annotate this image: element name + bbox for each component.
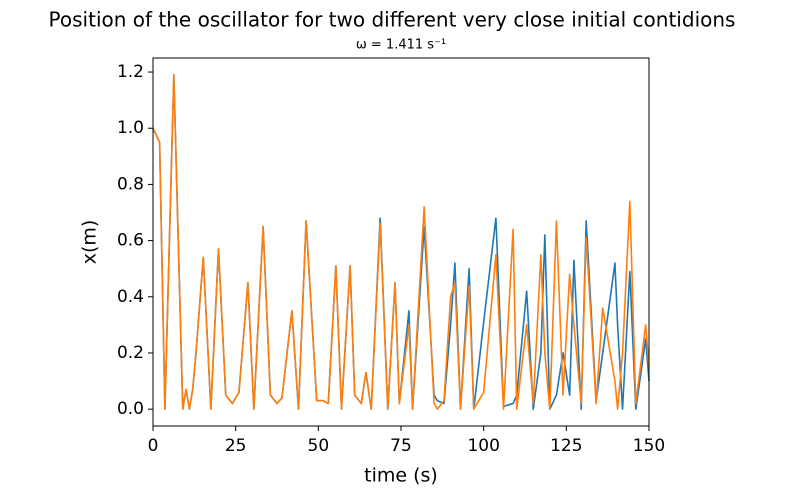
y-tick-label: 0.6 xyxy=(117,231,144,251)
plot-frame xyxy=(152,57,650,427)
y-axis-label: x(m) xyxy=(79,220,101,265)
x-tick-label: 0 xyxy=(148,436,159,456)
x-tick-label: 100 xyxy=(467,436,499,456)
y-tick-label: 1.2 xyxy=(117,62,144,82)
series-line xyxy=(152,74,650,410)
x-axis-label: time (s) xyxy=(364,465,438,487)
y-tick-label: 0.0 xyxy=(117,399,144,419)
chart-subtitle: ω = 1.411 s⁻¹ xyxy=(356,38,446,53)
y-tick-label: 0.8 xyxy=(117,174,144,194)
y-tick-label: 0.2 xyxy=(117,343,144,363)
x-tick-label: 75 xyxy=(390,436,412,456)
x-tick-label: 50 xyxy=(308,436,330,456)
chart-title: Position of the oscillator for two diffe… xyxy=(49,8,736,32)
x-tick-label: 125 xyxy=(550,436,582,456)
x-tick-label: 25 xyxy=(225,436,247,456)
series-line xyxy=(152,74,650,410)
x-tick-label: 150 xyxy=(633,436,665,456)
y-tick-label: 1.0 xyxy=(117,118,144,138)
y-tick-label: 0.4 xyxy=(117,287,144,307)
